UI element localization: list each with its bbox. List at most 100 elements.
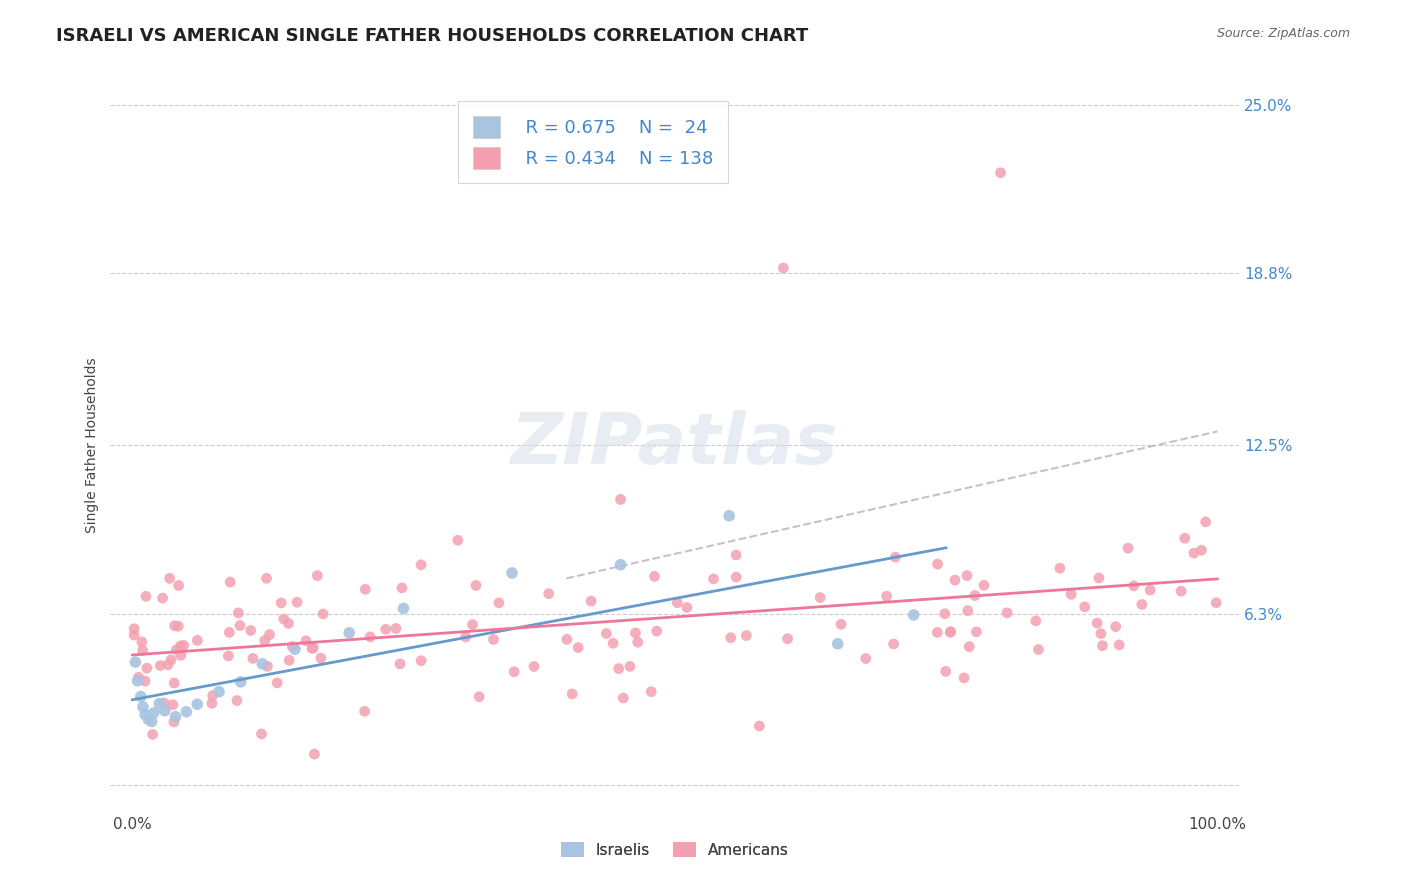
Point (354, 582, 377, 597)
Point (561, 687, 583, 701)
Point (217, 648, 239, 663)
Point (855, 651, 877, 665)
Point (1085, 616, 1108, 631)
Point (149, 658, 172, 673)
Point (1108, 638, 1130, 652)
Point (956, 604, 979, 618)
Point (876, 589, 898, 603)
Point (253, 633, 276, 648)
Point (735, 628, 758, 642)
Point (226, 606, 249, 620)
Point (129, 690, 152, 704)
Point (1122, 579, 1144, 593)
Text: Source: ZipAtlas.com: Source: ZipAtlas.com (1216, 27, 1350, 40)
Point (627, 635, 650, 649)
Point (256, 571, 278, 585)
Point (411, 654, 433, 668)
Point (359, 630, 381, 644)
Point (537, 587, 560, 601)
Point (1105, 620, 1128, 634)
Point (1189, 543, 1212, 558)
Point (488, 596, 510, 610)
Point (165, 642, 187, 657)
Point (122, 622, 145, 636)
Point (392, 601, 415, 615)
Point (465, 578, 488, 592)
Point (1130, 598, 1153, 612)
Point (173, 638, 195, 652)
Text: ZIPatlas: ZIPatlas (512, 410, 838, 480)
Point (219, 575, 242, 590)
Point (169, 639, 191, 653)
Point (808, 591, 831, 605)
Point (353, 704, 375, 718)
Point (503, 665, 526, 679)
Point (135, 590, 157, 604)
Point (720, 631, 742, 645)
Point (1139, 582, 1161, 597)
Point (939, 624, 962, 639)
Point (309, 651, 332, 665)
Point (135, 661, 157, 675)
Point (1091, 639, 1114, 653)
Point (1088, 571, 1111, 585)
Point (374, 623, 396, 637)
Point (776, 632, 799, 646)
Point (163, 619, 186, 633)
Point (142, 706, 165, 720)
Point (943, 573, 966, 587)
Point (295, 633, 318, 648)
Point (239, 624, 262, 638)
Point (302, 640, 325, 655)
Point (159, 571, 181, 585)
Point (927, 557, 949, 571)
Point (285, 595, 308, 609)
Point (644, 569, 666, 583)
Point (772, 260, 794, 275)
Point (468, 690, 491, 704)
Point (186, 633, 208, 648)
Point (266, 676, 288, 690)
Point (134, 707, 156, 722)
Point (152, 591, 174, 606)
Point (160, 653, 183, 667)
Point (602, 636, 624, 650)
Point (167, 619, 190, 633)
Point (270, 596, 292, 610)
Point (170, 648, 193, 663)
Point (609, 558, 631, 572)
Point (725, 570, 748, 584)
Point (226, 693, 249, 707)
Point (337, 625, 360, 640)
Point (153, 704, 176, 718)
Point (827, 637, 849, 651)
Point (676, 600, 699, 615)
Text: ISRAELI VS AMERICAN SINGLE FATHER HOUSEHOLDS CORRELATION CHART: ISRAELI VS AMERICAN SINGLE FATHER HOUSEH… (56, 27, 808, 45)
Point (218, 625, 240, 640)
Point (640, 684, 662, 698)
Point (555, 632, 578, 647)
Point (501, 566, 523, 580)
Point (124, 655, 146, 669)
Point (609, 492, 631, 507)
Point (273, 612, 295, 626)
Point (242, 651, 264, 665)
Point (447, 533, 470, 548)
Point (956, 568, 979, 582)
Point (391, 581, 413, 595)
Point (883, 637, 905, 651)
Point (990, 166, 1012, 180)
Point (284, 642, 307, 657)
Point (1170, 584, 1192, 599)
Point (277, 616, 299, 631)
Point (252, 657, 274, 671)
Point (1174, 531, 1197, 545)
Point (963, 589, 986, 603)
Point (927, 625, 949, 640)
Y-axis label: Single Father Households: Single Father Households (86, 357, 100, 533)
Point (1074, 599, 1097, 614)
Point (208, 684, 231, 698)
Point (156, 657, 179, 672)
Point (1195, 515, 1218, 529)
Point (973, 578, 995, 592)
